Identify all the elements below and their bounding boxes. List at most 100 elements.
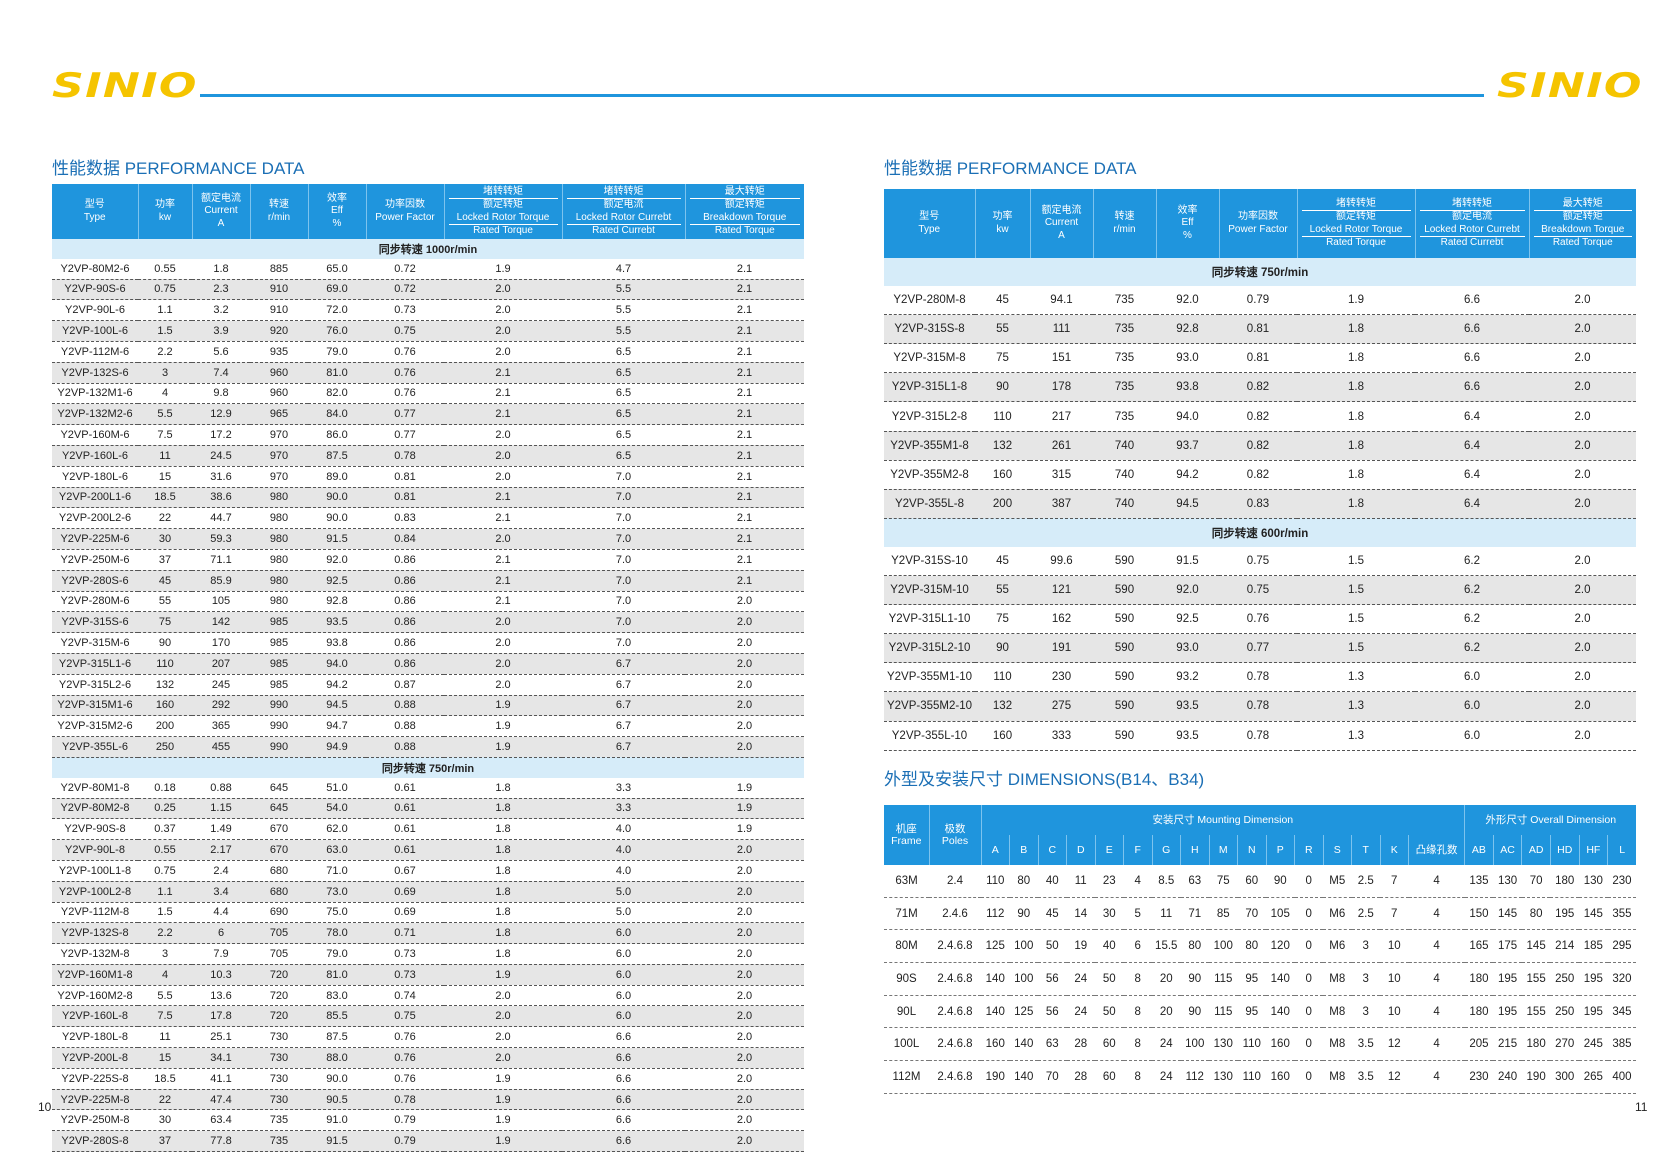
cell: 385 (1607, 1027, 1637, 1062)
cell: 920 (250, 320, 308, 342)
cell: 142 (192, 611, 250, 634)
cell: 90 (1180, 962, 1209, 996)
cell: 110 (1237, 1060, 1266, 1094)
cell: 72.0 (308, 299, 366, 322)
header-line: kw (158, 211, 172, 223)
cell: 230 (1030, 662, 1093, 693)
cell: 0.69 (366, 902, 444, 924)
cell: 2.0 (685, 736, 804, 758)
cell: 1.3 (1297, 691, 1415, 722)
cell: 2.0 (685, 964, 804, 986)
cell: 50 (1095, 995, 1124, 1029)
cell: 15.5 (1152, 929, 1181, 964)
header-line: % (1183, 229, 1192, 241)
column-header: 机座 Frame (884, 805, 930, 865)
cell: 2.0 (444, 424, 562, 446)
cell: 90.0 (308, 507, 366, 530)
cell: 590 (1093, 633, 1156, 664)
cell: 980 (250, 591, 308, 613)
cell: 18.5 (138, 1068, 192, 1090)
data-row: Y2VP-90L-6 1.1 3.2 910 72.0 0.73 2.0 5.5 2.1 (52, 299, 804, 322)
cell: 30 (138, 528, 192, 550)
logo: SINIO (52, 66, 198, 106)
cell: Y2VP-112M-6 (52, 341, 138, 363)
cell: 2.0 (685, 881, 804, 903)
cell: Y2VP-315S-6 (52, 611, 138, 634)
cell: 145 (1579, 897, 1608, 931)
cell: 90 (1180, 995, 1209, 1029)
header-line: Frame (891, 835, 922, 847)
cell: 3 (1351, 929, 1380, 964)
cell: 2.0 (444, 341, 562, 363)
cell: 6.7 (562, 674, 685, 696)
cell: 705 (250, 922, 308, 945)
cell: 0.83 (366, 507, 444, 530)
data-row: 90S 2.4.6.8 140 100 56 24 50 8 20 90 115 95 140 0 M8 3 1… (884, 962, 1637, 996)
left-table: 型号 Type 功率 kw 额定电流 Current A 转速 r/min 效率 Eff% 功率因数 P… (52, 184, 804, 1152)
header-line: Current (204, 205, 238, 217)
cell: 4.7 (562, 258, 685, 280)
header-line: Power Factor (1228, 223, 1288, 235)
cell: 63 (1038, 1027, 1067, 1062)
cell: 7.9 (192, 943, 250, 965)
cell: 132 (138, 674, 192, 696)
header-line: 功率 (155, 199, 175, 210)
cell: 90S (884, 962, 929, 996)
cell: 75.0 (308, 902, 366, 924)
cell: 985 (250, 611, 308, 634)
column-header: D (1066, 835, 1096, 865)
cell: 145 (1521, 929, 1551, 964)
cell: 0.88 (192, 777, 250, 799)
cell: 85 (1209, 897, 1238, 931)
header-line: 功率因数 (1238, 211, 1278, 222)
data-row: Y2VP-160M1-8 4 10.3 720 81.0 0.73 1.9 6.0 2.0 (52, 964, 804, 986)
cell: 0.86 (366, 591, 444, 613)
cell: 71 (1180, 897, 1209, 931)
cell: 22 (138, 1089, 192, 1111)
cell: 230 (1607, 865, 1637, 898)
cell: Y2VP-90L-8 (52, 839, 138, 861)
cell: 4.0 (562, 839, 685, 861)
header-line: 额定转矩 (1562, 211, 1603, 222)
cell: 80M (884, 929, 929, 964)
cell: Y2VP-100L2-8 (52, 881, 138, 903)
cell: 6 (1123, 929, 1152, 964)
cell: 6.7 (562, 695, 685, 717)
cell: 2.0 (685, 591, 804, 613)
cell: 1.1 (138, 881, 192, 903)
cell: 34.1 (192, 1047, 250, 1069)
cell: 94.0 (308, 653, 366, 675)
cell: 45 (138, 570, 192, 592)
cell: Y2VP-100L-6 (52, 320, 138, 342)
data-row: Y2VP-315L1-10 75 162 590 92.5 0.76 1.5 6.2 2.0 (884, 604, 1636, 635)
cell: 0.76 (1219, 604, 1297, 635)
cell: 195 (1550, 897, 1580, 931)
header-line: Breakdown Torque (689, 212, 800, 225)
cell: 2.0 (685, 922, 804, 945)
column-header: 堵转转矩 额定转矩 Locked Rotor Torque Rated Torque (1297, 189, 1416, 258)
cell: 2.4 (929, 865, 981, 898)
data-row: Y2VP-315S-8 55 111 735 92.8 0.81 1.8 6.6 2.0 (884, 314, 1636, 345)
cell: 6.0 (562, 964, 685, 986)
cell: Y2VP-225M-6 (52, 528, 138, 550)
cell: 250 (138, 736, 192, 758)
data-row: Y2VP-355L-10 160 333 590 93.5 0.78 1.3 6.0 2.0 (884, 721, 1636, 751)
cell: 75 (138, 611, 192, 634)
cell: 2.0 (1529, 721, 1636, 751)
cell: 6.0 (562, 943, 685, 965)
cell: 0.88 (366, 736, 444, 758)
cell: 1.9 (444, 1068, 562, 1090)
cell: 0.61 (366, 798, 444, 820)
data-row: Y2VP-132M-8 3 7.9 705 79.0 0.73 1.8 6.0 2.0 (52, 943, 804, 965)
column-header: R (1294, 835, 1324, 865)
cell: 93.5 (308, 611, 366, 634)
column-header: AB (1464, 835, 1494, 865)
cell: 1.8 (444, 798, 562, 820)
cell: 2.1 (444, 570, 562, 592)
cell: 735 (1093, 314, 1156, 345)
cell: 5.5 (562, 320, 685, 342)
cell: 0.75 (138, 860, 192, 882)
cell: 590 (1093, 691, 1156, 722)
cell: 2.0 (685, 985, 804, 1007)
